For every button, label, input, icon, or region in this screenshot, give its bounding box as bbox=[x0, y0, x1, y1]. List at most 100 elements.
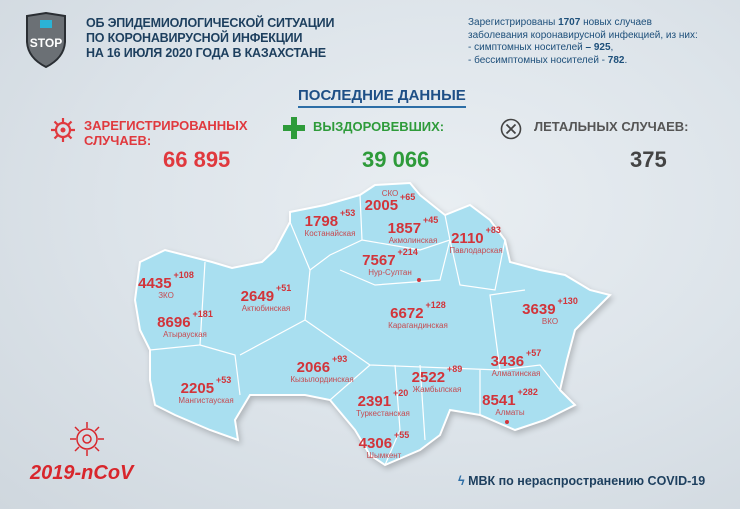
region-total: 7567 bbox=[362, 252, 396, 269]
deaths-value: 375 bbox=[630, 147, 667, 172]
region-name: СКО bbox=[381, 189, 399, 198]
registered-value: 66 895 bbox=[163, 147, 231, 172]
page-title: ОБ ЭПИДЕМИОЛОГИЧЕСКОЙ СИТУАЦИИ ПО КОРОНА… bbox=[86, 16, 334, 61]
region-name: Жамбылская bbox=[412, 385, 462, 394]
region-delta: +282 bbox=[517, 387, 538, 397]
svg-text:STOP: STOP bbox=[30, 36, 62, 50]
region-delta: +89 bbox=[447, 364, 463, 374]
region-delta: +181 bbox=[192, 309, 213, 319]
region-label: 1798 +53 Костанайская bbox=[304, 209, 356, 239]
region-name: ВКО bbox=[541, 317, 559, 326]
recovered-value: 39 066 bbox=[362, 147, 430, 172]
region-label: СКО 2005 +65 bbox=[365, 189, 416, 213]
mvk-footer: ϟ МВК по нераспространению COVID-19 bbox=[458, 474, 706, 488]
region-name: Туркестанская bbox=[356, 409, 410, 418]
region-label: 2110 +83 Павлодарская bbox=[449, 226, 503, 256]
region-delta: +65 bbox=[400, 192, 416, 202]
region-delta: +51 bbox=[276, 283, 292, 293]
deaths-label: ЛЕТАЛЬНЫХ СЛУЧАЕВ: bbox=[534, 119, 689, 134]
region-figures: 6672 +128 bbox=[390, 301, 446, 322]
region-total: 1857 bbox=[387, 220, 422, 237]
region-total: 3639 bbox=[522, 301, 556, 318]
region-delta: +57 bbox=[526, 348, 542, 358]
region-total: 1798 bbox=[304, 213, 339, 230]
region-label: 4306 +55 Шымкент bbox=[358, 431, 410, 461]
region-figures: 2391 +20 bbox=[357, 389, 409, 410]
region-label: 6672 +128 Карагандинская bbox=[388, 301, 448, 331]
virus-cluster-icon bbox=[70, 422, 104, 456]
region-label: 3436 +57 Алматинская bbox=[490, 349, 542, 379]
virus-icon bbox=[51, 118, 75, 142]
circle-x-icon bbox=[500, 118, 522, 140]
region-name: Мангистауская bbox=[178, 396, 234, 405]
region-total: 2391 bbox=[357, 393, 392, 410]
region-figures: 2005 +65 bbox=[364, 193, 416, 214]
region-delta: +130 bbox=[557, 296, 578, 306]
region-label: 2066 +93 Кызылординская bbox=[290, 355, 354, 385]
region-label: 2391 +20 Туркестанская bbox=[356, 389, 410, 419]
region-total: 2522 bbox=[411, 369, 446, 386]
region-name: Кызылординская bbox=[290, 375, 354, 384]
stop-shield-logo: STOP bbox=[26, 12, 66, 68]
region-delta: +20 bbox=[393, 388, 409, 398]
region-total: 2649 bbox=[240, 288, 275, 305]
region-figures: 3639 +130 bbox=[522, 297, 578, 318]
region-name: Костанайская bbox=[304, 229, 356, 238]
region-total: 2110 bbox=[451, 230, 484, 247]
region-figures: 2649 +51 bbox=[240, 284, 292, 305]
region-delta: +53 bbox=[216, 375, 232, 385]
region-delta: +83 bbox=[485, 225, 501, 235]
region-total: 2005 bbox=[364, 197, 399, 214]
region-figures: 8541 +282 bbox=[482, 388, 538, 409]
region-figures: 8696 +181 bbox=[157, 310, 213, 331]
region-name: Карагандинская bbox=[388, 321, 448, 330]
region-figures: 2110 +83 bbox=[451, 226, 501, 247]
region-delta: +128 bbox=[425, 300, 446, 310]
region-label: 1857 +45 Акмолинская bbox=[387, 216, 439, 246]
region-figures: 7567 +214 bbox=[362, 248, 418, 269]
ncov-label: 2019-nCoV bbox=[30, 462, 134, 484]
region-delta: +53 bbox=[340, 208, 356, 218]
region-figures: 2205 +53 bbox=[180, 376, 232, 397]
region-total: 4306 bbox=[358, 435, 393, 452]
region-name: Алматы bbox=[495, 408, 525, 417]
region-label: 8541 +282 Алматы bbox=[482, 388, 538, 418]
region-total: 8696 bbox=[157, 314, 191, 331]
region-name: ЗКО bbox=[158, 291, 174, 300]
region-figures: 3436 +57 bbox=[490, 349, 542, 370]
region-figures: 2066 +93 bbox=[296, 355, 348, 376]
region-delta: +93 bbox=[332, 354, 348, 364]
registered-label: ЗАРЕГИСТРИРОВАННЫХ СЛУЧАЕВ: bbox=[84, 118, 248, 148]
region-figures: 4306 +55 bbox=[358, 431, 410, 452]
region-delta: +214 bbox=[397, 247, 418, 257]
region-borders bbox=[149, 194, 561, 466]
region-figures: 1798 +53 bbox=[304, 209, 356, 230]
region-name: Шымкент bbox=[366, 451, 402, 460]
title-line: ОБ ЭПИДЕМИОЛОГИЧЕСКОЙ СИТУАЦИИ bbox=[86, 16, 335, 30]
region-name: Нур-Султан bbox=[368, 268, 412, 277]
new-cases-summary: Зарегистрированы 1707 новых случаев забо… bbox=[468, 17, 698, 66]
region-figures: 2522 +89 bbox=[411, 365, 463, 386]
region-figures: 1857 +45 bbox=[387, 216, 439, 237]
section-title: ПОСЛЕДНИЕ ДАННЫЕ bbox=[298, 87, 466, 108]
region-total: 2205 bbox=[180, 380, 215, 397]
region-delta: +108 bbox=[173, 270, 194, 280]
region-label: 2522 +89 Жамбылская bbox=[411, 365, 463, 395]
map-outline bbox=[133, 181, 612, 467]
region-name: Павлодарская bbox=[449, 246, 503, 255]
region-total: 8541 bbox=[482, 392, 516, 409]
lightning-icon: ϟ bbox=[458, 474, 469, 488]
region-total: 2066 bbox=[296, 359, 331, 376]
region-label: 4435 +108 ЗКО bbox=[138, 271, 194, 301]
title-line: ПО КОРОНАВИРУСНОЙ ИНФЕКЦИИ bbox=[86, 31, 303, 45]
region-name: Атырауская bbox=[163, 330, 207, 339]
region-label: 8696 +181 Атырауская bbox=[157, 310, 213, 340]
region-total: 3436 bbox=[490, 353, 525, 370]
title-line: НА 16 ИЮЛЯ 2020 ГОДА В КАЗАХСТАНЕ bbox=[86, 46, 326, 60]
region-name: Акмолинская bbox=[388, 236, 438, 245]
region-total: 4435 bbox=[138, 275, 172, 292]
recovered-label: ВЫЗДОРОВЕВШИХ: bbox=[313, 119, 445, 134]
region-label: 2649 +51 Актюбинская bbox=[240, 284, 292, 314]
